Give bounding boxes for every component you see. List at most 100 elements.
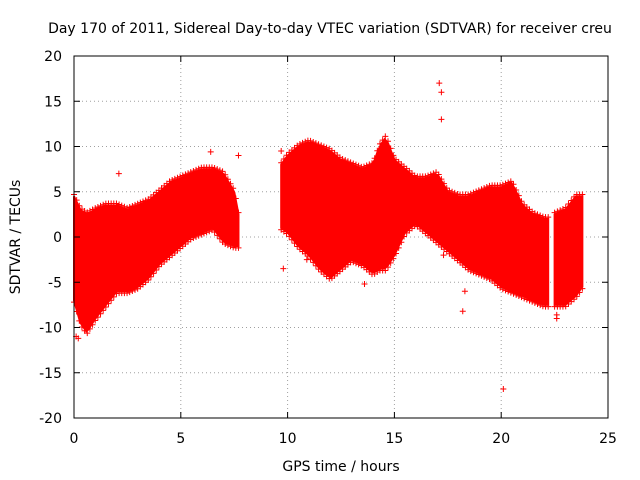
data-point: [579, 191, 586, 198]
data-point: [97, 202, 104, 209]
data-point: [478, 186, 485, 193]
data-point: [73, 308, 80, 315]
data-point: [150, 270, 157, 277]
data-point: [278, 148, 285, 155]
data-point: [387, 145, 394, 152]
data-point: [193, 166, 200, 173]
data-point: [568, 197, 575, 204]
data-point: [76, 202, 83, 209]
data-point: [132, 286, 139, 293]
data-point: [393, 250, 400, 257]
data-point: [81, 208, 88, 215]
data-point: [497, 182, 504, 189]
data-point: [126, 289, 133, 296]
data-point: [531, 299, 538, 306]
data-point: [395, 244, 402, 251]
data-point: [374, 147, 381, 154]
data-point: [129, 288, 136, 295]
data-point: [318, 142, 325, 149]
data-point: [390, 255, 397, 262]
data-point: [350, 160, 357, 167]
data-point: [461, 288, 468, 295]
data-point: [379, 137, 386, 144]
data-point: [355, 162, 362, 169]
data-point: [113, 200, 120, 207]
data-point: [554, 208, 561, 215]
data-point: [531, 210, 538, 217]
data-point: [376, 140, 383, 147]
data-point: [310, 138, 317, 145]
data-point: [387, 259, 394, 266]
data-point: [302, 138, 309, 145]
data-point: [296, 141, 303, 148]
data-point: [315, 266, 322, 273]
data-point: [384, 138, 391, 145]
data-point: [222, 241, 229, 248]
data-point: [384, 264, 391, 271]
data-point: [224, 242, 231, 249]
y-tick-label: 5: [53, 185, 62, 201]
data-point: [97, 310, 104, 317]
data-point: [169, 177, 176, 184]
series-band: [551, 191, 586, 310]
data-point: [86, 207, 93, 214]
x-axis-label: GPS time / hours: [282, 459, 399, 475]
data-point: [303, 241, 310, 248]
data-point: [579, 285, 586, 292]
y-tick-label: -10: [39, 321, 62, 337]
data-point: [467, 190, 474, 197]
data-point: [515, 192, 522, 199]
data-point: [449, 188, 456, 195]
data-point: [102, 303, 109, 310]
data-point: [565, 200, 572, 207]
data-point: [441, 180, 448, 187]
data-point: [235, 244, 242, 251]
data-point: [92, 205, 99, 212]
data-point: [75, 335, 82, 342]
y-tick-label: 10: [44, 140, 62, 156]
data-point: [280, 156, 287, 163]
x-tick-label: 15: [385, 431, 403, 447]
x-tick-label: 10: [279, 431, 297, 447]
data-point: [366, 161, 373, 168]
data-point: [84, 209, 91, 216]
data-point: [557, 207, 564, 214]
data-point: [571, 296, 578, 303]
data-point: [235, 209, 242, 216]
data-point: [182, 171, 189, 178]
data-point: [108, 297, 115, 304]
data-point: [562, 204, 569, 211]
data-point: [518, 198, 525, 205]
y-tick-label: 15: [44, 94, 62, 110]
y-tick-label: -15: [39, 366, 62, 382]
series-band: [278, 133, 552, 310]
data-point: [467, 268, 474, 275]
data-point: [283, 230, 290, 237]
data-point: [177, 173, 184, 180]
data-point: [438, 116, 445, 123]
data-point: [411, 172, 418, 179]
data-point: [232, 195, 239, 202]
data-point: [518, 294, 525, 301]
data-point: [132, 201, 139, 208]
x-tick-label: 5: [176, 431, 185, 447]
series-band-area: [553, 195, 584, 306]
data-point: [310, 259, 317, 266]
data-point: [92, 317, 99, 324]
data-point: [505, 179, 512, 186]
data-point: [294, 243, 301, 250]
data-point: [350, 259, 357, 266]
data-point: [126, 204, 133, 211]
data-point: [545, 303, 552, 310]
data-point: [355, 261, 362, 268]
data-point: [214, 232, 221, 239]
y-tick-label: 0: [53, 230, 62, 246]
data-point: [216, 167, 223, 174]
data-point: [344, 158, 351, 165]
data-point: [190, 168, 197, 175]
data-point: [430, 170, 437, 177]
data-point: [361, 281, 368, 288]
data-point: [499, 181, 506, 188]
data-point: [116, 201, 123, 208]
data-point: [529, 298, 536, 305]
